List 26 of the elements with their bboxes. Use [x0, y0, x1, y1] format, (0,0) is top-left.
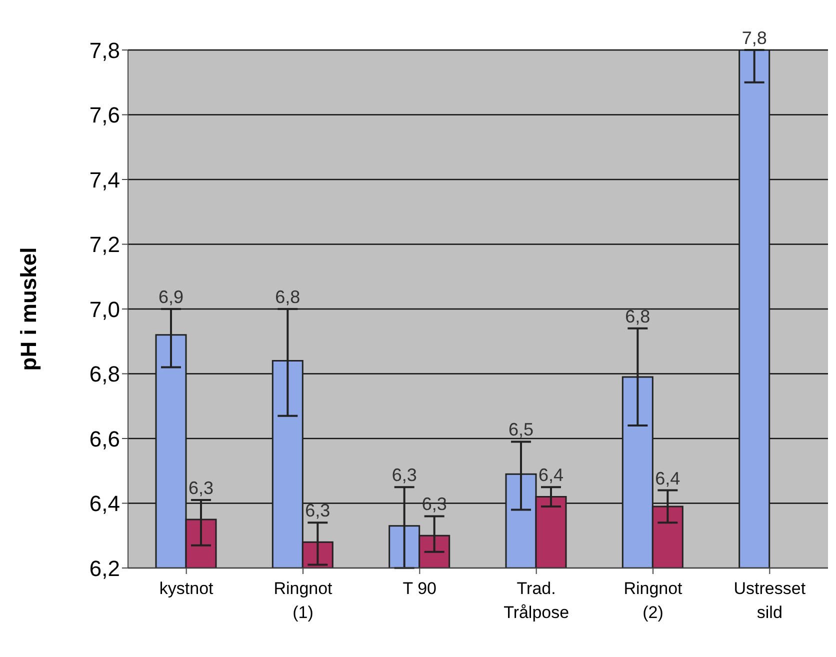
data-label: 6,3 [392, 465, 417, 486]
data-label: 6,8 [275, 287, 300, 307]
y-axis-title: pH i muskel [16, 247, 41, 371]
data-label: 7,8 [742, 28, 767, 48]
data-label: 6,8 [625, 306, 650, 326]
x-tick-label: Ringnot (1) [274, 579, 333, 622]
x-tick-label: Trad. Trålpose [504, 579, 570, 622]
x-tick-label: Ringnot (2) [624, 579, 683, 622]
y-tick-label: 6,8 [89, 362, 120, 387]
x-tick-label: Ustresset sild [734, 579, 806, 622]
y-tick-label: 7,4 [89, 167, 120, 192]
y-tick-label: 7,6 [89, 102, 120, 128]
y-tick-label: 7,8 [89, 38, 120, 63]
data-label: 6,5 [508, 420, 534, 440]
x-tick-label: kystnot [159, 579, 214, 598]
data-label: 6,9 [158, 287, 184, 307]
y-tick-label: 7,2 [89, 232, 120, 258]
data-label: 6,3 [188, 478, 214, 498]
y-tick-label: 6,6 [89, 426, 120, 452]
y-tick-label: 6,4 [89, 491, 120, 516]
data-label: 6,3 [305, 500, 330, 521]
data-label: 6,4 [538, 465, 564, 486]
x-tick-label: T 90 [402, 579, 437, 598]
data-label: 6,4 [655, 468, 680, 488]
y-tick-label: 7,0 [89, 296, 120, 322]
y-tick-label: 6,2 [89, 556, 120, 581]
